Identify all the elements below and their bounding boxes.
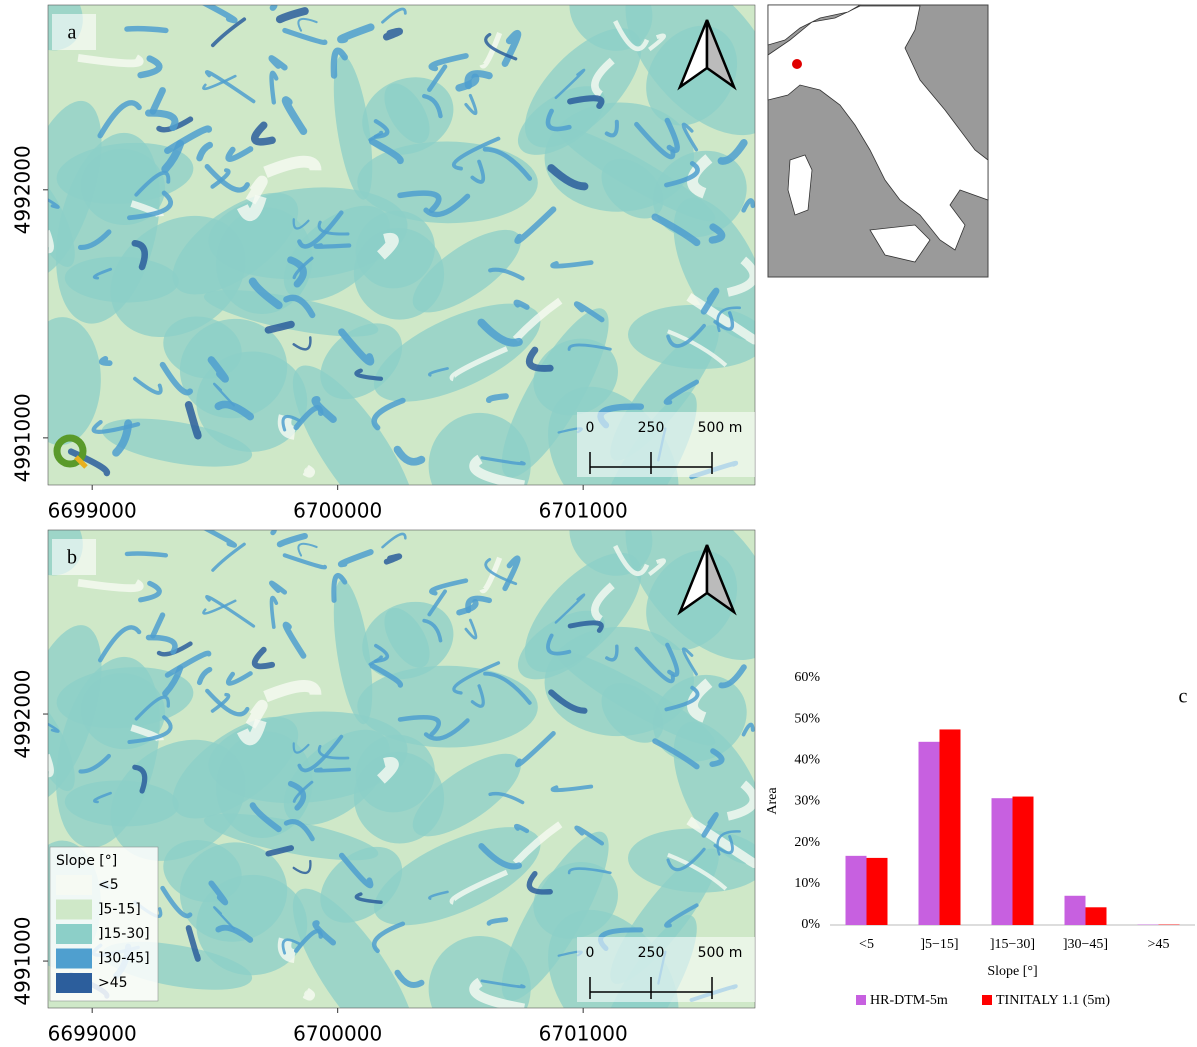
- y-tick-label: 4991000: [11, 393, 35, 482]
- legend-swatch: [56, 875, 92, 895]
- x-tick-label: 6700000: [293, 1022, 382, 1046]
- legend-swatch: [56, 973, 92, 993]
- bar: [919, 742, 940, 925]
- legend-swatch: [56, 924, 92, 944]
- x-tick-label: 6700000: [293, 499, 382, 523]
- y-tick-label: 50%: [794, 711, 820, 726]
- y-tick-label: 20%: [794, 835, 820, 850]
- x-tick-label: 6699000: [48, 499, 137, 523]
- steep-slope: [553, 263, 592, 267]
- legend-label: ]30-45]: [98, 951, 150, 967]
- chart-panel-label: c: [1179, 686, 1188, 708]
- x-tick-label: ]15−30]: [990, 937, 1035, 952]
- inset-map: [768, 5, 988, 277]
- y-tick-label: 4992000: [11, 145, 35, 234]
- legend-label: TINITALY 1.1 (5m): [996, 993, 1110, 1008]
- bar: [940, 729, 961, 925]
- legend-swatch: [56, 900, 92, 920]
- bar: [1013, 797, 1034, 925]
- map-panel: [0, 0, 808, 566]
- scale-bar-label: 0: [586, 420, 595, 436]
- flat-area: [306, 993, 310, 996]
- steep-slope: [489, 396, 506, 400]
- scale-bar-label: 0: [586, 945, 595, 961]
- y-tick-label: 10%: [794, 876, 820, 891]
- legend-label: HR-DTM-5m: [870, 993, 948, 1008]
- x-tick-label: >45: [1148, 937, 1170, 952]
- legend-label: <5: [98, 877, 119, 893]
- inset-location: [792, 59, 802, 69]
- y-tick-label: 0%: [801, 917, 820, 932]
- x-tick-label: 6701000: [539, 499, 628, 523]
- bar: [992, 798, 1013, 925]
- scale-bar-label: 500 m: [698, 945, 743, 961]
- bar: [1086, 907, 1107, 925]
- bar: [1065, 896, 1086, 925]
- flat-area: [47, 755, 51, 774]
- steep-slope: [316, 245, 349, 246]
- bar: [846, 856, 867, 925]
- scale-bar-label: 250: [638, 945, 665, 961]
- legend-swatch: [856, 995, 866, 1005]
- y-tick-label: 30%: [794, 794, 820, 809]
- x-tick-label: <5: [859, 937, 874, 952]
- y-tick-label: 40%: [794, 753, 820, 768]
- panel-label: a: [68, 22, 77, 44]
- scale-bar-label: 250: [638, 420, 665, 436]
- flat-area: [47, 231, 51, 250]
- steep-slope: [127, 554, 166, 556]
- x-tick-label: ]5−15]: [920, 937, 958, 952]
- figure: a 6699000 6700000 6701000 4991000 4992000 0 250…: [0, 0, 1197, 1047]
- legend-label: >45: [98, 975, 128, 991]
- legend-label: ]15-30]: [98, 926, 150, 942]
- steep-slope: [387, 31, 400, 36]
- x-tick-label: ]30−45]: [1063, 937, 1108, 952]
- panel-label: b: [67, 547, 77, 569]
- y-tick-label: 4991000: [11, 917, 35, 1006]
- y-tick-label: 60%: [794, 670, 820, 685]
- x-axis-label: Slope [°]: [987, 964, 1037, 979]
- y-tick-label: 4992000: [11, 669, 35, 758]
- scale-bar-label: 500 m: [698, 420, 743, 436]
- steep-slope: [316, 769, 349, 770]
- legend-swatch: [982, 995, 992, 1005]
- steep-slope: [234, 505, 274, 533]
- y-axis-label: Area: [765, 787, 780, 815]
- steep-slope: [127, 29, 166, 31]
- bar: [867, 858, 888, 925]
- legend-label: ]5-15]: [98, 902, 141, 918]
- x-tick-label: 6699000: [48, 1022, 137, 1046]
- flat-area: [306, 470, 310, 473]
- x-tick-label: 6701000: [539, 1022, 628, 1046]
- legend-title: Slope [°]: [56, 853, 117, 869]
- legend-swatch: [56, 949, 92, 969]
